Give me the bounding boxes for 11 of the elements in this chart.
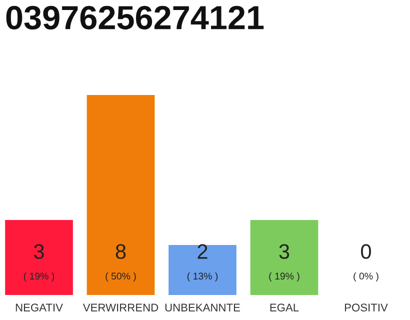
- x-tick-label: POSITIV: [344, 304, 388, 312]
- data-label: 3 ( 19% ): [24, 244, 54, 282]
- x-tick-label: VERWIRREND: [82, 304, 158, 312]
- x-tick-label: EGAL: [270, 304, 299, 312]
- x-tick-label: NEGATIV: [16, 304, 63, 312]
- x-tick-label: UNBEKANNTE: [165, 304, 240, 312]
- data-label: 8 ( 50% ): [106, 244, 136, 282]
- data-label: 2 ( 13% ): [187, 244, 218, 282]
- chart-title: 03976256274121: [6, 6, 264, 30]
- data-label: 0 ( 0% ): [354, 244, 378, 282]
- data-label: 3 ( 19% ): [269, 244, 300, 282]
